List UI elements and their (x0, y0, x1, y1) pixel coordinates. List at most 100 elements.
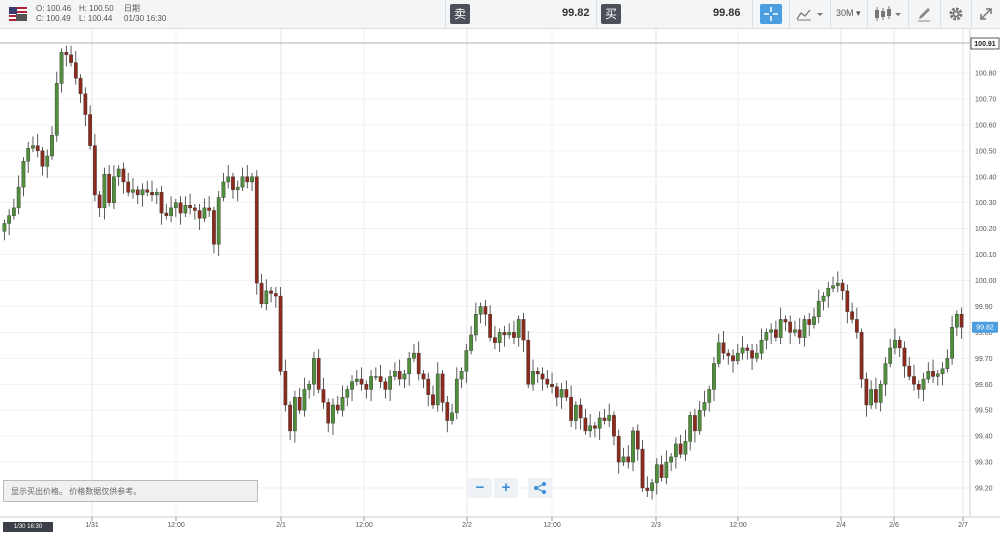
chart-type-button[interactable] (872, 3, 904, 25)
candle (97, 191, 102, 217)
candle (854, 307, 859, 339)
candle (178, 196, 183, 225)
candle-body (654, 464, 659, 484)
candle (526, 331, 531, 389)
buy-button[interactable]: 买 (601, 4, 621, 24)
drawing-tools-button[interactable] (912, 3, 936, 25)
candle (369, 369, 373, 402)
candle-body (135, 189, 140, 196)
candle-body (735, 352, 740, 362)
candle (545, 369, 550, 389)
indicators-button[interactable] (795, 3, 825, 25)
candle (35, 133, 40, 158)
candle-body (226, 176, 231, 183)
candle-body (473, 314, 478, 336)
candle (326, 398, 331, 433)
timeframe-select[interactable]: 30M ▾ (836, 8, 861, 18)
candle (721, 331, 726, 360)
candle-body (250, 176, 254, 183)
candle (359, 367, 364, 391)
candle-body (826, 288, 831, 297)
candle-body (259, 282, 264, 305)
candle (31, 136, 35, 153)
candle (593, 421, 597, 438)
candle (878, 380, 883, 412)
candle-body (269, 290, 273, 294)
y-tick-label: 99.70 (975, 356, 993, 363)
candle-body (616, 435, 621, 463)
candle-body (345, 389, 350, 398)
candle (450, 403, 454, 425)
candle-body (669, 456, 673, 463)
candle-body (659, 464, 664, 478)
candle-body (216, 197, 221, 245)
candle (850, 302, 854, 324)
candle-body (69, 54, 73, 63)
candle (540, 367, 545, 391)
candle (707, 385, 712, 412)
y-tick-label: 100.30 (975, 200, 997, 207)
candle-body (402, 373, 407, 380)
candle (307, 380, 312, 399)
candle (212, 206, 216, 254)
candle-body (450, 412, 454, 421)
candle-body (535, 371, 540, 375)
crosshair-icon (764, 7, 778, 21)
share-button[interactable] (528, 478, 552, 498)
candle (354, 369, 359, 386)
candle-body (183, 205, 188, 214)
candle-body (302, 389, 307, 411)
candle (954, 310, 959, 337)
candle-body (240, 176, 245, 188)
candle (154, 188, 159, 204)
current-price-marker: 99.82 (972, 321, 998, 333)
candle-body (783, 319, 788, 323)
price-chart[interactable]: 99.20 99.30 99.40 99.50 99.60 99.70 99.80 99.90… (0, 29, 1000, 533)
candle-body (945, 358, 950, 369)
candle (102, 167, 107, 220)
candle (640, 440, 645, 492)
candle-body (78, 77, 83, 94)
candle-body (469, 334, 473, 351)
candle-body (278, 295, 283, 372)
candle-body (569, 397, 573, 421)
candle-body (635, 430, 640, 450)
candle-body (202, 207, 207, 219)
candle (40, 146, 45, 176)
candle (926, 362, 931, 383)
candle (516, 315, 521, 347)
candle-body (431, 394, 435, 406)
candle (597, 411, 602, 441)
sell-button[interactable]: 卖 (450, 4, 470, 24)
x-tick-label: 12:00 (729, 522, 747, 529)
candle-body (869, 389, 874, 406)
candle-body (350, 381, 354, 390)
candle-body (193, 207, 197, 211)
candle-body (369, 376, 373, 390)
candle-body (73, 62, 78, 79)
candle-body (764, 332, 769, 341)
crosshair-button[interactable] (760, 4, 782, 24)
candle (378, 364, 383, 389)
fullscreen-button[interactable] (975, 3, 997, 25)
high-value: H: 100.50 (79, 4, 114, 13)
candle-body (774, 329, 778, 338)
settings-button[interactable] (944, 3, 968, 25)
zoom-in-button[interactable]: + (494, 478, 518, 498)
y-axis: 99.20 99.30 99.40 99.50 99.60 99.70 99.80 99.90… (975, 71, 997, 493)
candle (240, 167, 245, 192)
zoom-out-button[interactable]: − (468, 478, 492, 498)
candle (940, 362, 945, 386)
candle-body (564, 389, 569, 398)
candle (150, 180, 154, 202)
candle-body (593, 425, 597, 429)
candle-body (797, 329, 802, 338)
candle (373, 367, 378, 381)
candle (316, 349, 321, 394)
candle-body (921, 378, 926, 390)
candle-body (626, 456, 631, 463)
candle-body (154, 192, 159, 196)
candle-body (702, 402, 707, 411)
candle (116, 165, 121, 186)
candle (812, 307, 816, 329)
